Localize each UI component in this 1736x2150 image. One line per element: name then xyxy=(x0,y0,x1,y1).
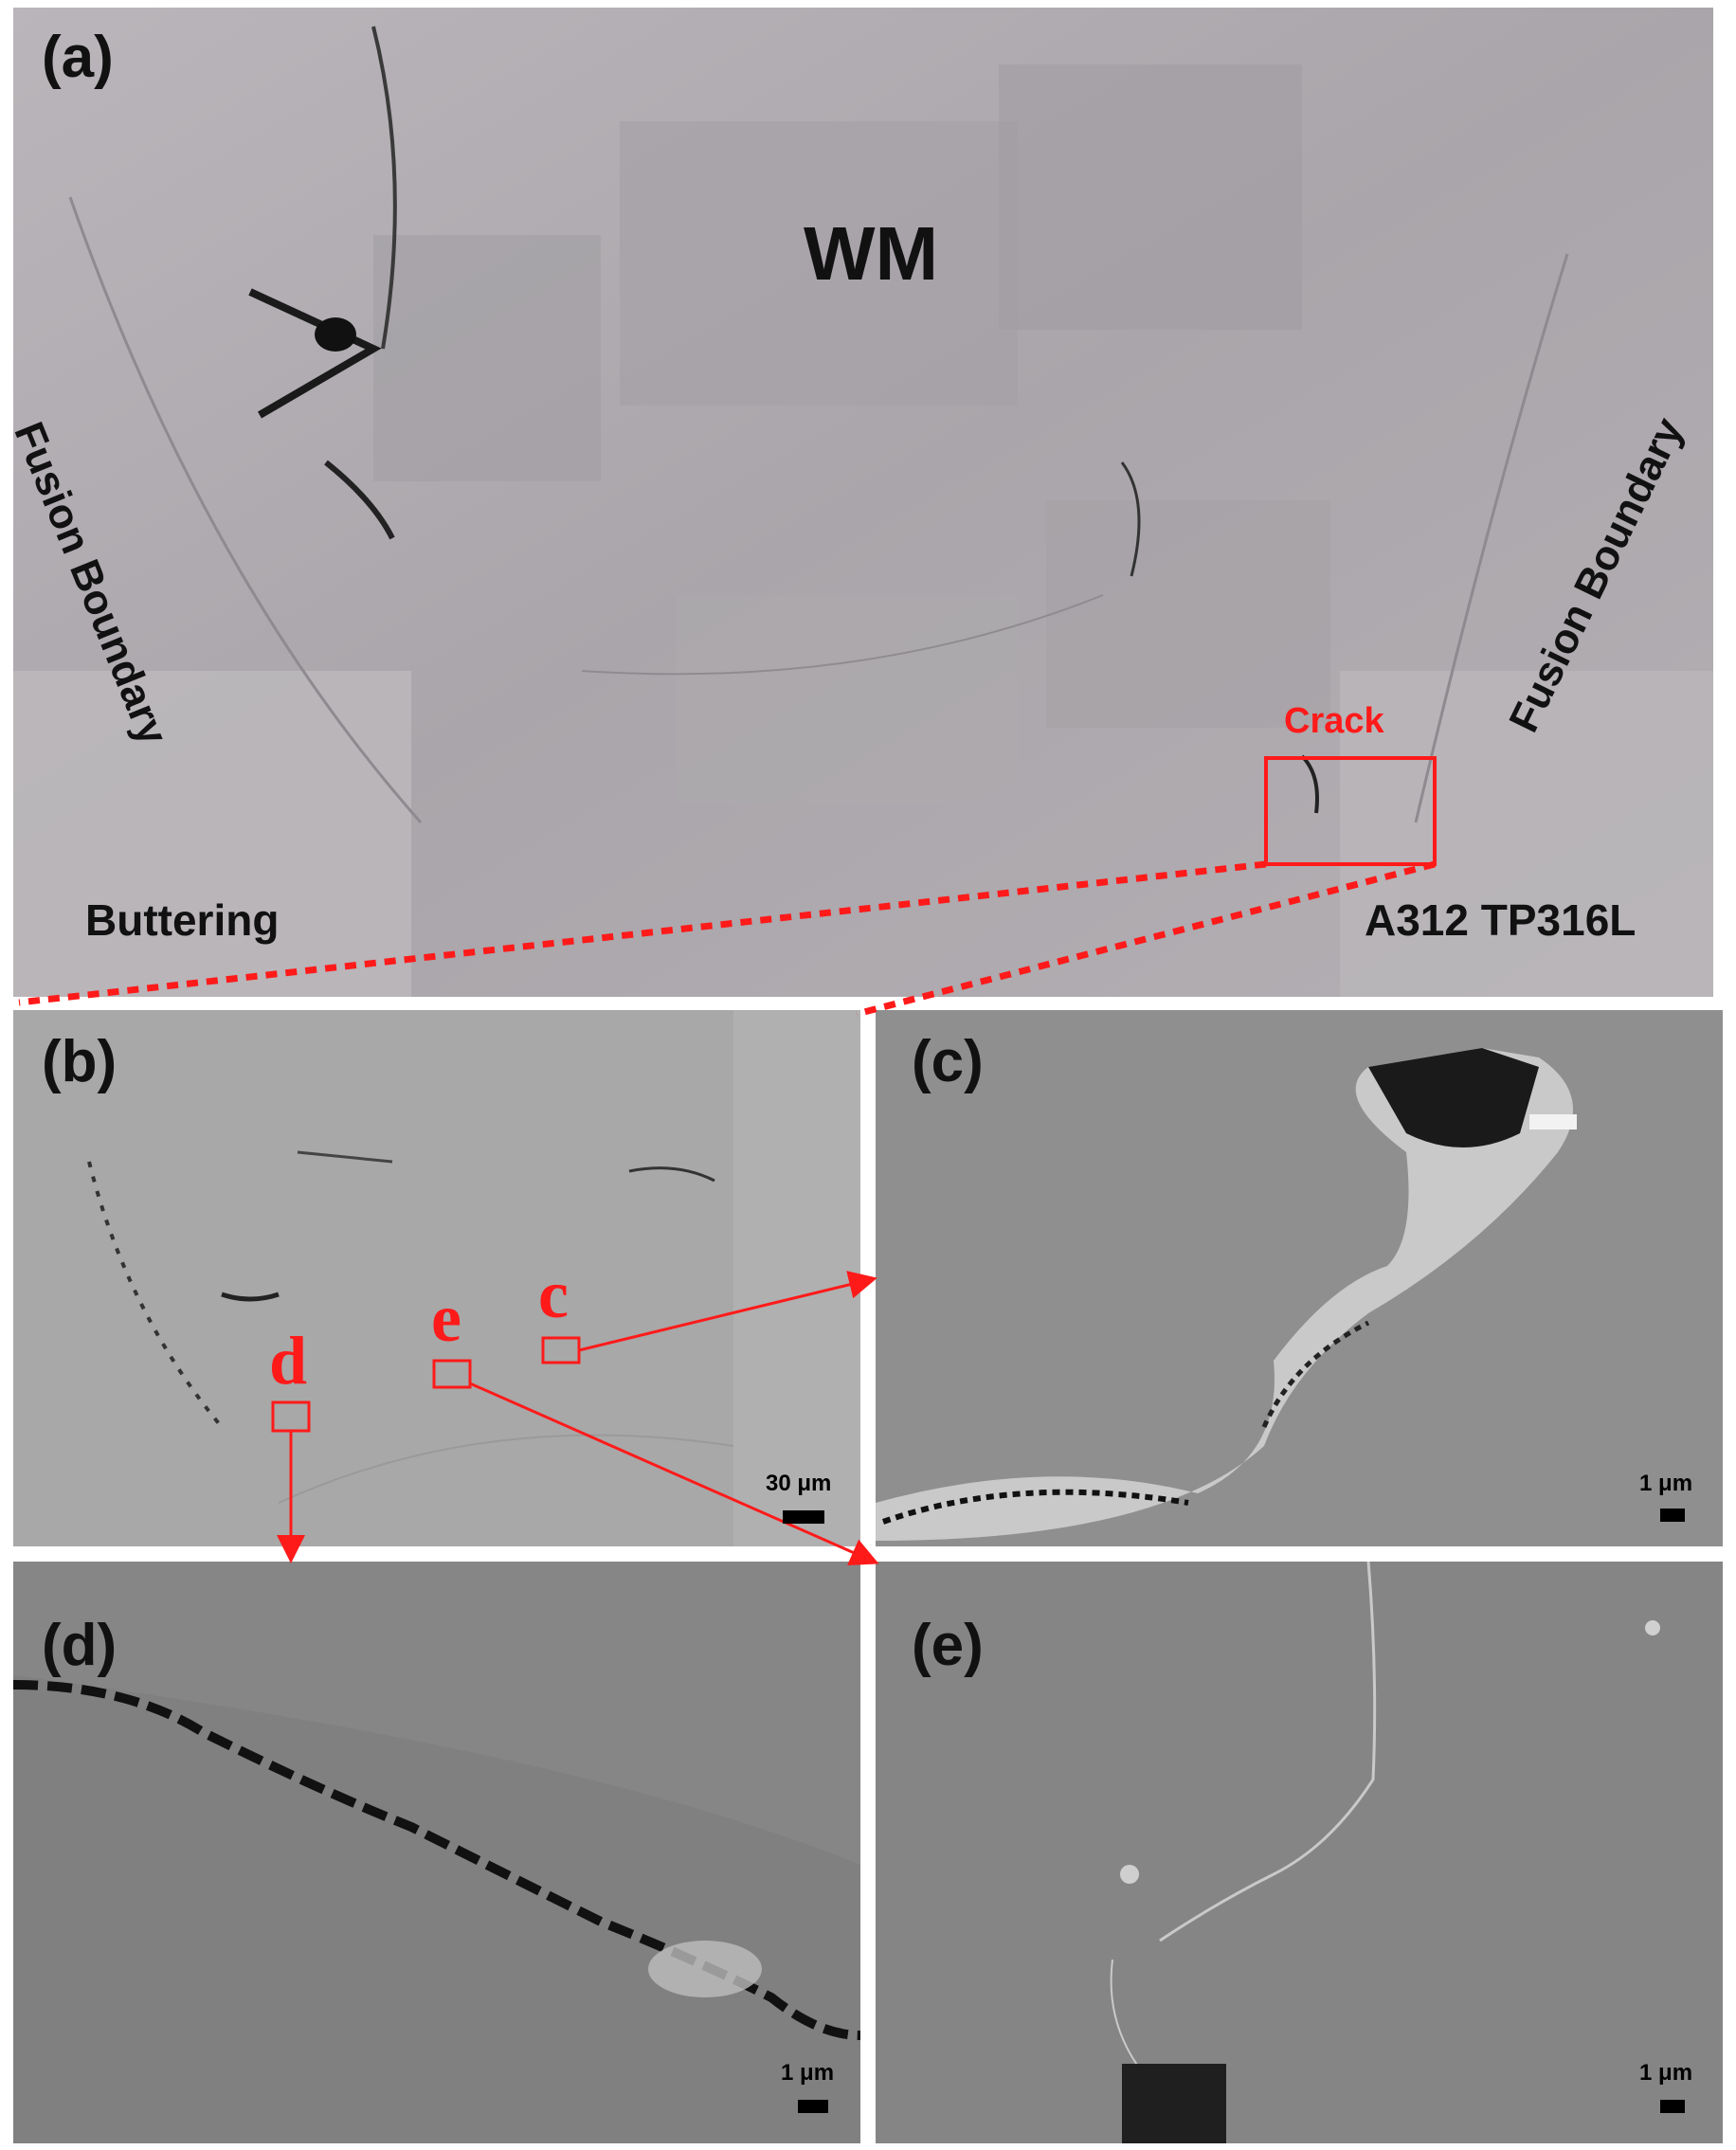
panel-d xyxy=(13,1562,860,2143)
scale-text-e: 1 μm xyxy=(1639,2060,1693,2086)
marker-c: c xyxy=(538,1256,569,1332)
micrograph-b xyxy=(13,1010,860,1546)
micrograph-a xyxy=(13,8,1713,997)
panel-label-e: (e) xyxy=(912,1613,984,1678)
label-wm: WM xyxy=(804,211,939,296)
panel-label-d: (d) xyxy=(42,1613,118,1678)
panel-c xyxy=(876,1010,1723,1546)
panel-label-b: (b) xyxy=(42,1029,118,1094)
scale-bar-c xyxy=(1660,1509,1685,1522)
scale-text-b: 30 μm xyxy=(766,1471,832,1496)
micrograph-c xyxy=(876,1010,1723,1546)
panel-e xyxy=(876,1562,1723,2143)
micrograph-e xyxy=(876,1562,1723,2143)
micrograph-d xyxy=(13,1562,860,2143)
label-buttering: Buttering xyxy=(85,895,280,945)
marker-d: d xyxy=(269,1323,308,1399)
panel-b xyxy=(13,1010,860,1546)
panel-a xyxy=(13,8,1713,997)
label-a312-tp316l: A312 TP316L xyxy=(1365,895,1637,945)
scale-bar-d xyxy=(798,2100,828,2113)
panel-label-c: (c) xyxy=(912,1029,984,1094)
scale-bar-b xyxy=(783,1510,824,1524)
scale-text-d: 1 μm xyxy=(781,2060,835,2086)
label-crack: Crack xyxy=(1284,701,1384,741)
panel-label-a: (a) xyxy=(42,25,114,90)
marker-e: e xyxy=(431,1280,461,1356)
scale-bar-e xyxy=(1660,2100,1685,2113)
scale-text-c: 1 μm xyxy=(1639,1471,1693,1496)
